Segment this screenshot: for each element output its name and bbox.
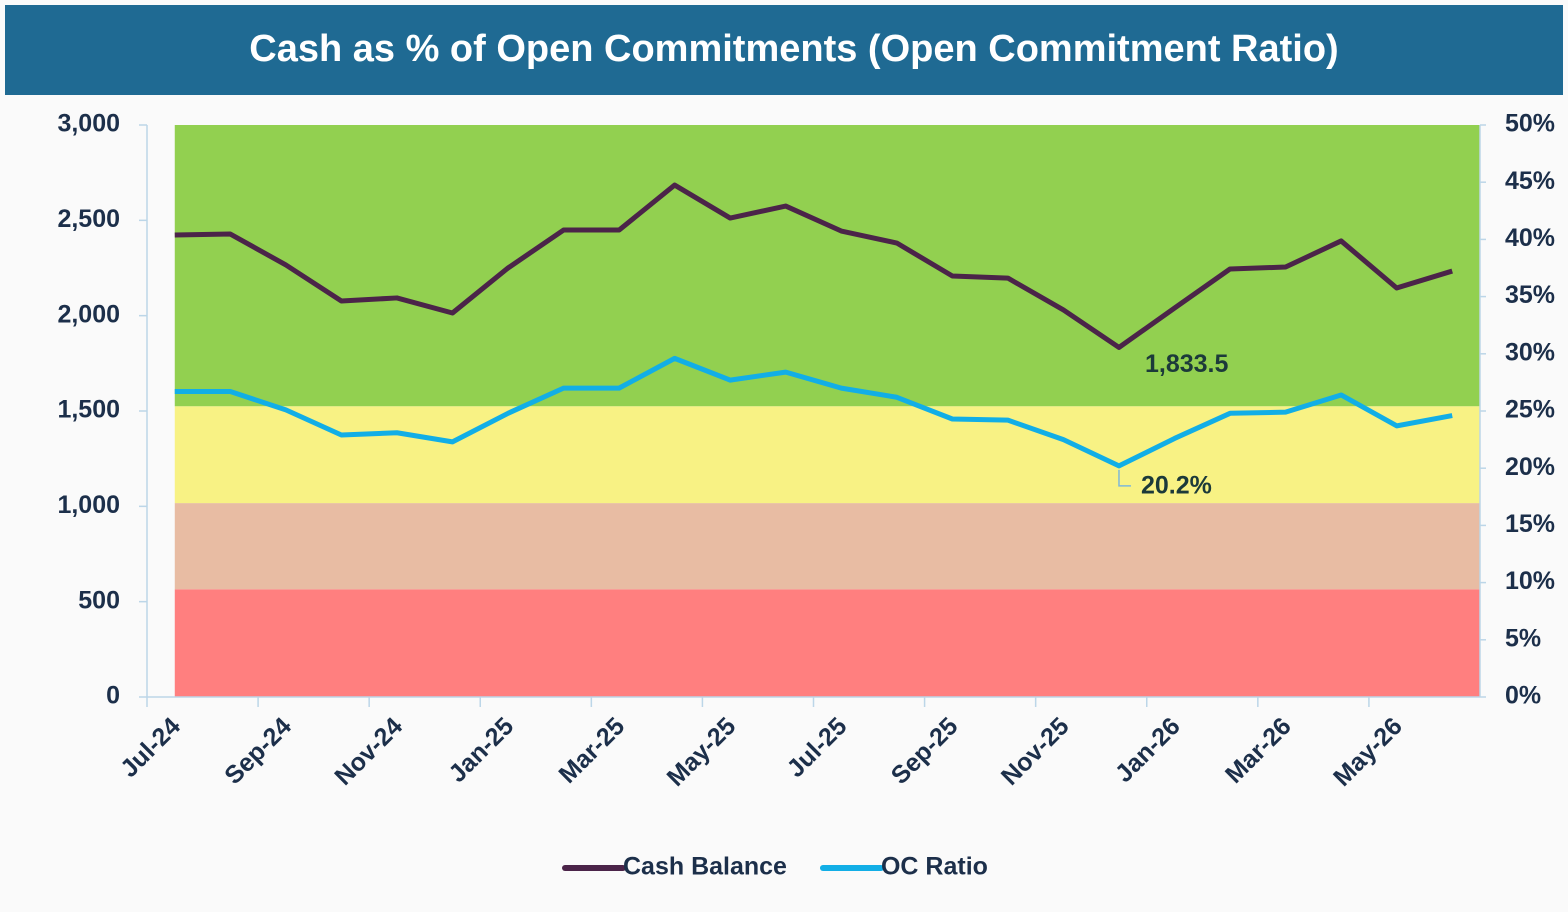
series-line [174, 182, 1453, 350]
series-line [174, 355, 1453, 469]
zone-band [174, 406, 1480, 504]
y-tick-label: 3,000 [57, 110, 120, 138]
y2-tick-label: 30% [1505, 338, 1555, 366]
y2-tick-label: 50% [1505, 110, 1555, 138]
y-tick-label: 2,000 [57, 300, 120, 328]
y2-tick-label: 20% [1505, 453, 1555, 481]
zone-band [174, 589, 1480, 697]
chart-title: Cash as % of Open Commitments (Open Comm… [249, 28, 1338, 70]
legend-label: Cash Balance [623, 853, 787, 881]
annotation: 1,833.5 [1145, 350, 1229, 378]
annotation-leader [1118, 469, 1131, 487]
y2-tick-label: 15% [1505, 510, 1555, 538]
y-tick-label: 1,000 [57, 491, 120, 519]
y2-tick-label: 35% [1505, 281, 1555, 309]
y-tick-label: 2,500 [57, 205, 120, 233]
y-tick-label: 500 [78, 586, 120, 614]
zone-band [174, 503, 1480, 590]
y-tick-label: 1,500 [57, 396, 120, 424]
y2-tick-label: 45% [1505, 167, 1555, 195]
y-tick-label: 0 [106, 682, 120, 710]
y2-tick-label: 40% [1505, 224, 1555, 252]
y2-tick-label: 10% [1505, 567, 1555, 595]
y2-tick-label: 5% [1505, 624, 1541, 652]
annotation: 20.2% [1141, 472, 1212, 500]
title-bar [5, 5, 1563, 95]
legend-label: OC Ratio [881, 853, 988, 881]
y2-tick-label: 25% [1505, 396, 1555, 424]
y2-tick-label: 0% [1505, 682, 1541, 710]
